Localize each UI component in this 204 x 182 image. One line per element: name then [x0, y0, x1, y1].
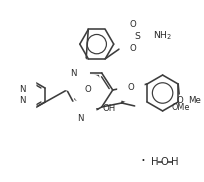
- Text: NH$_2$: NH$_2$: [153, 30, 172, 42]
- Text: N: N: [78, 114, 84, 123]
- Text: S: S: [135, 32, 141, 41]
- Text: O: O: [129, 20, 136, 29]
- Text: O: O: [177, 96, 184, 106]
- Text: N: N: [20, 84, 26, 94]
- Text: H: H: [171, 157, 178, 167]
- Text: H: H: [151, 157, 158, 167]
- Text: O: O: [161, 157, 169, 167]
- Text: O: O: [84, 84, 91, 94]
- Text: N: N: [71, 69, 77, 78]
- Text: O: O: [128, 82, 134, 92]
- Text: N: N: [20, 96, 26, 106]
- Text: ·: ·: [140, 154, 145, 169]
- Text: N: N: [71, 69, 77, 78]
- Text: O: O: [84, 84, 91, 94]
- Text: Me: Me: [188, 96, 201, 106]
- Text: O: O: [128, 82, 134, 92]
- Text: OMe: OMe: [172, 103, 190, 112]
- Text: N: N: [20, 84, 26, 94]
- Text: S: S: [135, 32, 141, 41]
- Text: N: N: [78, 114, 84, 123]
- Text: O: O: [129, 44, 136, 53]
- Text: N: N: [20, 96, 26, 106]
- Text: OH: OH: [103, 104, 116, 113]
